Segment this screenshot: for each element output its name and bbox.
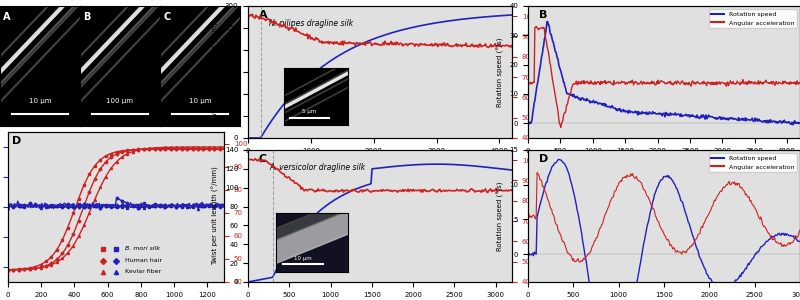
Text: B: B [539, 10, 547, 20]
Text: A. versicolor dragline silk: A. versicolor dragline silk [269, 163, 366, 172]
Text: C: C [163, 12, 170, 22]
X-axis label: Time (s): Time (s) [365, 159, 395, 168]
Text: A: A [3, 12, 10, 22]
Y-axis label: Twist per unit length (°/mm): Twist per unit length (°/mm) [212, 167, 219, 266]
Y-axis label: Rotation speed (°/s): Rotation speed (°/s) [497, 181, 504, 251]
Text: B. mori silk: B. mori silk [125, 247, 160, 251]
Text: B: B [83, 12, 90, 22]
Y-axis label: Relative humidity (%): Relative humidity (%) [253, 165, 262, 249]
Text: D: D [539, 154, 548, 164]
Y-axis label: Relative humidity (%): Relative humidity (%) [541, 178, 547, 254]
Text: Kevlar fiber: Kevlar fiber [125, 269, 161, 274]
Text: Human hair: Human hair [125, 259, 162, 263]
Text: A: A [258, 10, 267, 20]
Y-axis label: Relative humidity (%): Relative humidity (%) [541, 34, 547, 110]
X-axis label: Time (s): Time (s) [649, 159, 679, 168]
Text: 10 μm: 10 μm [29, 98, 51, 104]
Y-axis label: Twist per unit length (°/mm): Twist per unit length (°/mm) [212, 22, 219, 122]
Text: 5 μm: 5 μm [302, 109, 317, 114]
Legend: Rotation speed, Angular acceleration: Rotation speed, Angular acceleration [709, 153, 797, 172]
Legend: Rotation speed, Angular acceleration: Rotation speed, Angular acceleration [709, 9, 797, 28]
Text: D: D [12, 136, 22, 146]
Text: C: C [258, 154, 266, 164]
Text: 10 μm: 10 μm [189, 98, 211, 104]
Text: 10 μm: 10 μm [294, 256, 311, 261]
Y-axis label: Rotation speed (°/s): Rotation speed (°/s) [497, 37, 504, 107]
Text: N. pilipes dragline silk: N. pilipes dragline silk [269, 19, 354, 28]
Text: 100 μm: 100 μm [106, 98, 134, 104]
